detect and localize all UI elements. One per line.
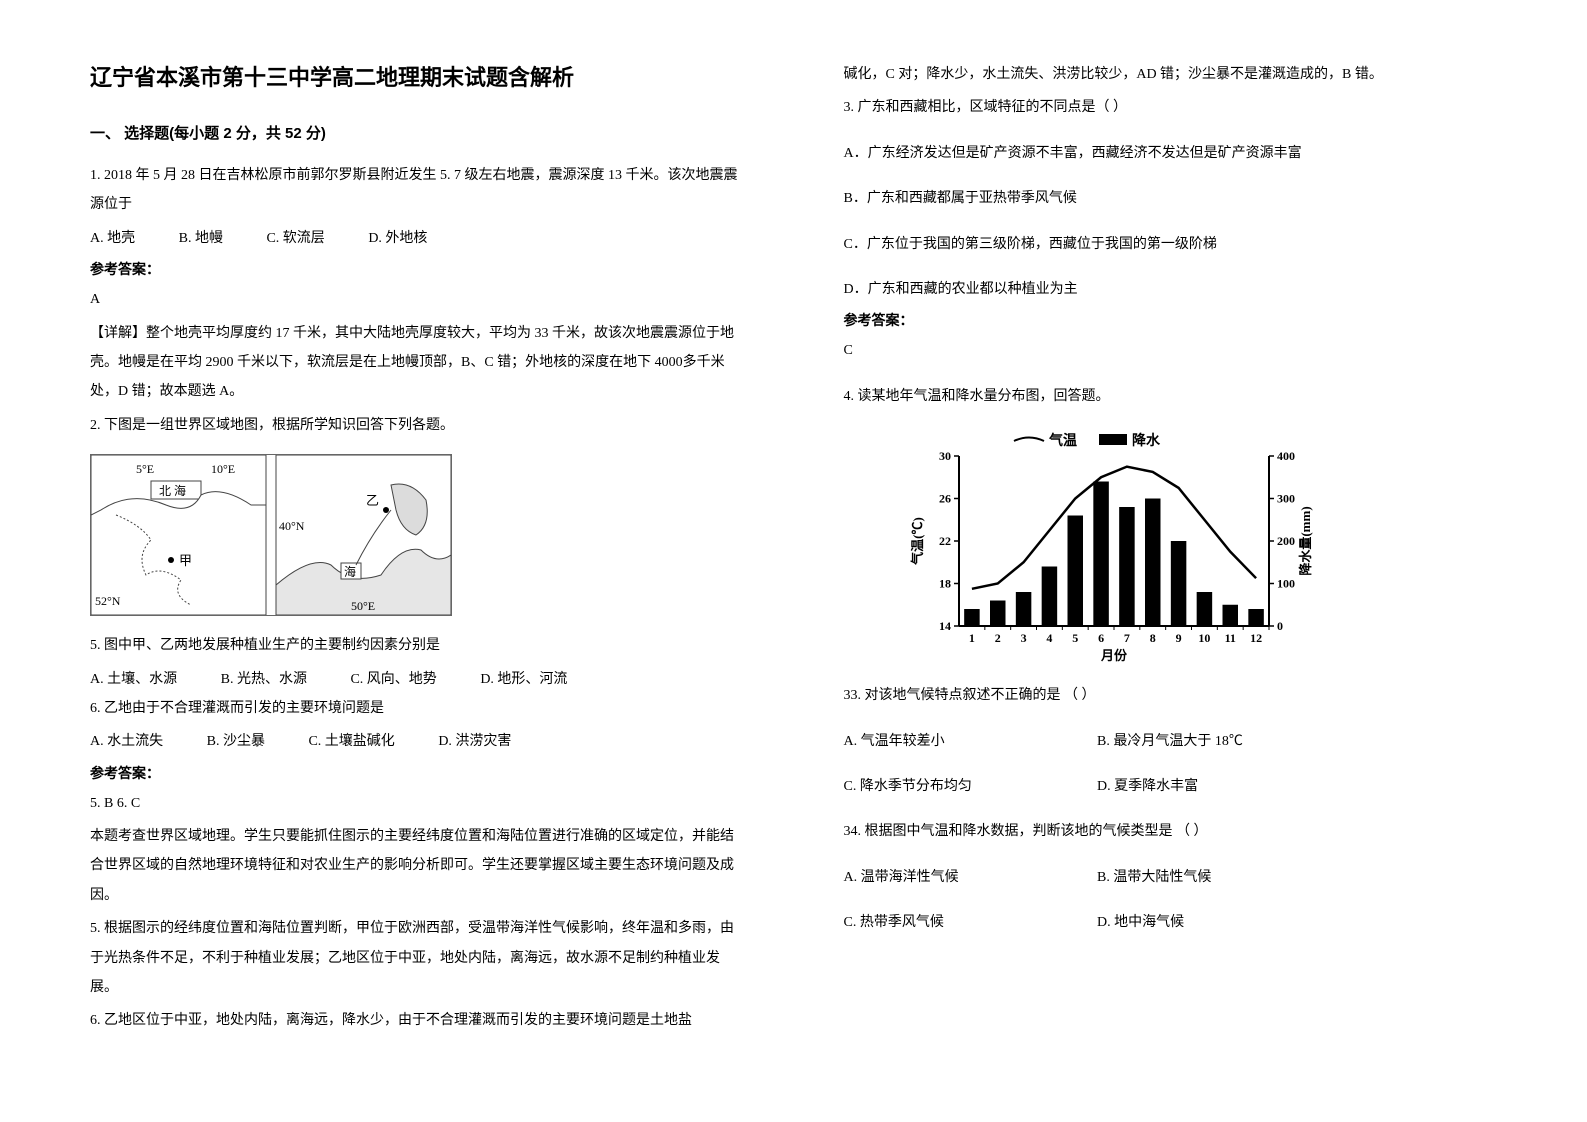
map-label-52n: 52°N xyxy=(95,594,121,608)
svg-text:气温(℃): 气温(℃) xyxy=(910,517,925,565)
section-heading: 一、 选择题(每小题 2 分，共 52 分) xyxy=(90,122,744,143)
svg-text:300: 300 xyxy=(1277,492,1295,506)
svg-text:月份: 月份 xyxy=(1099,648,1127,663)
q4-sub33-row2: C. 降水季节分布均匀 D. 夏季降水丰富 xyxy=(844,772,1498,801)
q2-sub5-a: A. 土壤、水源 xyxy=(90,665,177,694)
svg-text:降水: 降水 xyxy=(1132,432,1161,449)
q4-sub34-b: B. 温带大陆性气候 xyxy=(1097,870,1211,885)
svg-text:400: 400 xyxy=(1277,449,1295,463)
q4-sub34-row2: C. 热带季风气候 D. 地中海气候 xyxy=(844,908,1498,937)
map-label-beihai: 北 海 xyxy=(159,483,186,498)
svg-text:6: 6 xyxy=(1098,631,1104,645)
map-label-50e: 50°E xyxy=(351,599,375,613)
q2-sub5-b: B. 光热、水源 xyxy=(221,665,307,694)
svg-text:3: 3 xyxy=(1020,631,1026,645)
q1-stem: 1. 2018 年 5 月 28 日在吉林松原市前郭尔罗斯县附近发生 5. 7 … xyxy=(90,161,744,220)
svg-text:100: 100 xyxy=(1277,577,1295,591)
q2-explain2: 5. 根据图示的经纬度位置和海陆位置判断，甲位于欧洲西部，受温带海洋性气候影响，… xyxy=(90,914,744,1002)
svg-text:10: 10 xyxy=(1198,631,1210,645)
q3-opt-d: D．广东和西藏的农业都以种植业为主 xyxy=(844,275,1498,304)
q4-sub34-row1: A. 温带海洋性气候 B. 温带大陆性气候 xyxy=(844,863,1498,892)
climate-chart-svg: 14182226300100200300400123456789101112气温… xyxy=(904,426,1324,666)
q2-sub6-options: A. 水土流失 B. 沙尘暴 C. 土壤盐碱化 D. 洪涝灾害 xyxy=(90,727,744,756)
map-label-hai: 海 xyxy=(344,564,356,579)
q1-options: A. 地壳 B. 地幔 C. 软流层 D. 外地核 xyxy=(90,224,744,253)
map-svg: 5°E 10°E 北 海 甲 52°N 40°N 乙 海 50°E xyxy=(91,455,451,615)
map-label-10e: 10°E xyxy=(211,462,235,476)
svg-text:18: 18 xyxy=(939,577,951,591)
map-label-5e: 5°E xyxy=(136,462,154,476)
q3-answer-label: 参考答案： xyxy=(844,310,1498,330)
q2-sub5-c: C. 风向、地势 xyxy=(350,665,436,694)
q4-sub34-a: A. 温带海洋性气候 xyxy=(844,863,1094,892)
svg-text:9: 9 xyxy=(1175,631,1181,645)
svg-text:200: 200 xyxy=(1277,534,1295,548)
q2-explain1: 本题考查世界区域地理。学生只要能抓住图示的主要经纬度位置和海陆位置进行准确的区域… xyxy=(90,822,744,910)
col2-continuation: 碱化，C 对；降水少，水土流失、洪涝比较少，AD 错；沙尘暴不是灌溉造成的，B … xyxy=(844,60,1498,89)
q4-sub33-c: C. 降水季节分布均匀 xyxy=(844,772,1094,801)
q1-answer: A xyxy=(90,285,744,314)
q2-sub5: 5. 图中甲、乙两地发展种植业生产的主要制约因素分别是 xyxy=(90,631,744,660)
q4-sub33-b: B. 最冷月气温大于 18℃ xyxy=(1097,734,1243,749)
q1-answer-label: 参考答案： xyxy=(90,259,744,279)
map-label-yi: 乙 xyxy=(366,493,379,508)
q2-sub5-options: A. 土壤、水源 B. 光热、水源 C. 风向、地势 D. 地形、河流 xyxy=(90,665,744,694)
q4-sub34-c: C. 热带季风气候 xyxy=(844,908,1094,937)
q4-sub33-d: D. 夏季降水丰富 xyxy=(1097,779,1198,794)
q2-sub6-b: B. 沙尘暴 xyxy=(207,727,265,756)
q3-stem: 3. 广东和西藏相比，区域特征的不同点是（ ） xyxy=(844,93,1498,122)
q2-stem: 2. 下图是一组世界区域地图，根据所学知识回答下列各题。 xyxy=(90,411,744,440)
q2-answer: 5. B 6. C xyxy=(90,789,744,818)
svg-text:22: 22 xyxy=(939,534,951,548)
right-column: 碱化，C 对；降水少，水土流失、洪涝比较少，AD 错；沙尘暴不是灌溉造成的，B … xyxy=(794,60,1548,1062)
page-title: 辽宁省本溪市第十三中学高二地理期末试题含解析 xyxy=(90,60,744,92)
q2-sub6-d: D. 洪涝灾害 xyxy=(438,727,511,756)
svg-text:5: 5 xyxy=(1072,631,1078,645)
q3-opt-c: C．广东位于我国的第三级阶梯，西藏位于我国的第一级阶梯 xyxy=(844,230,1498,259)
map-label-40n: 40°N xyxy=(279,519,305,533)
q4-sub34: 34. 根据图中气温和降水数据，判断该地的气候类型是 （ ） xyxy=(844,817,1498,846)
map-label-jia: 甲 xyxy=(179,553,192,568)
q3-answer: C xyxy=(844,336,1498,365)
q4-sub34-d: D. 地中海气候 xyxy=(1097,915,1184,930)
svg-text:4: 4 xyxy=(1046,631,1052,645)
svg-text:2: 2 xyxy=(994,631,1000,645)
svg-text:30: 30 xyxy=(939,449,951,463)
svg-text:14: 14 xyxy=(939,619,951,633)
svg-text:7: 7 xyxy=(1123,631,1129,645)
region-map-figure: 5°E 10°E 北 海 甲 52°N 40°N 乙 海 50°E xyxy=(90,454,452,616)
left-column: 辽宁省本溪市第十三中学高二地理期末试题含解析 一、 选择题(每小题 2 分，共 … xyxy=(40,60,794,1062)
svg-text:8: 8 xyxy=(1149,631,1155,645)
svg-text:气温: 气温 xyxy=(1048,432,1077,449)
svg-text:26: 26 xyxy=(939,492,951,506)
q2-sub6-a: A. 水土流失 xyxy=(90,727,163,756)
q1-opt-b: B. 地幔 xyxy=(179,224,223,253)
q3-opt-a: A．广东经济发达但是矿产资源不丰富，西藏经济不发达但是矿产资源丰富 xyxy=(844,139,1498,168)
q4-sub33: 33. 对该地气候特点叙述不正确的是 （ ） xyxy=(844,681,1498,710)
climate-chart: 14182226300100200300400123456789101112气温… xyxy=(904,426,1498,666)
q1-opt-a: A. 地壳 xyxy=(90,224,135,253)
svg-text:降水量(mm): 降水量(mm) xyxy=(1298,506,1313,575)
q2-explain3: 6. 乙地区位于中亚，地处内陆，离海远，降水少，由于不合理灌溉而引发的主要环境问… xyxy=(90,1006,744,1035)
svg-text:11: 11 xyxy=(1224,631,1235,645)
q2-sub6-c: C. 土壤盐碱化 xyxy=(308,727,394,756)
q2-answer-label: 参考答案： xyxy=(90,763,744,783)
q4-sub33-a: A. 气温年较差小 xyxy=(844,727,1094,756)
q1-opt-d: D. 外地核 xyxy=(368,224,427,253)
svg-text:12: 12 xyxy=(1250,631,1262,645)
svg-text:0: 0 xyxy=(1277,619,1283,633)
q3-opt-b: B．广东和西藏都属于亚热带季风气候 xyxy=(844,184,1498,213)
q1-opt-c: C. 软流层 xyxy=(266,224,324,253)
q4-stem: 4. 读某地年气温和降水量分布图，回答题。 xyxy=(844,382,1498,411)
q2-sub6: 6. 乙地由于不合理灌溉而引发的主要环境问题是 xyxy=(90,694,744,723)
svg-text:1: 1 xyxy=(968,631,974,645)
q4-sub33-row1: A. 气温年较差小 B. 最冷月气温大于 18℃ xyxy=(844,727,1498,756)
q1-explain: 【详解】整个地壳平均厚度约 17 千米，其中大陆地壳厚度较大，平均为 33 千米… xyxy=(90,319,744,407)
q2-sub5-d: D. 地形、河流 xyxy=(480,665,567,694)
